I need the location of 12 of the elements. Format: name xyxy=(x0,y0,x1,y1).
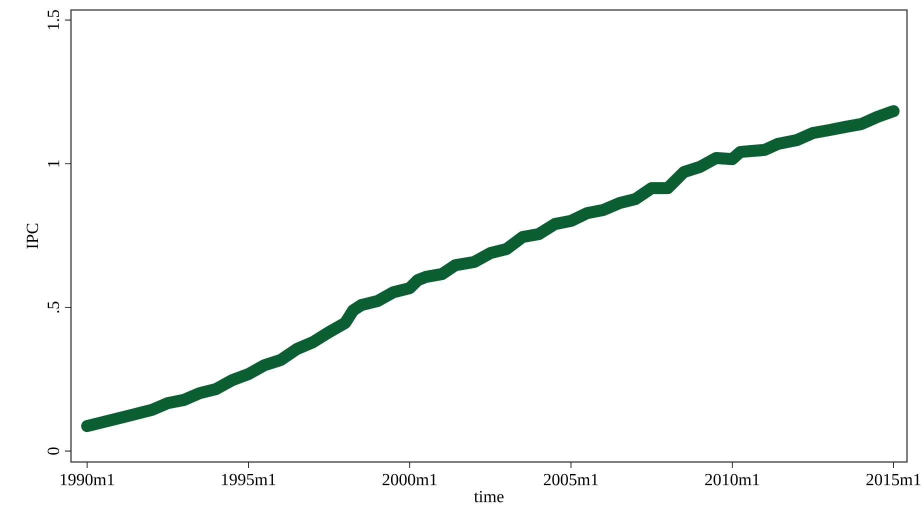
x-tick-label: 1990m1 xyxy=(60,474,114,486)
x-tick-label: 2015m1 xyxy=(866,474,920,486)
y-tick-label: 0 xyxy=(48,447,60,455)
y-tick-label: 1.5 xyxy=(48,10,60,30)
x-tick-label: 2000m1 xyxy=(382,474,437,486)
y-tick-label: .5 xyxy=(48,302,60,313)
x-tick-label: 2010m1 xyxy=(705,474,760,486)
x-axis-title: time xyxy=(474,490,504,502)
y-axis-title: IPC xyxy=(26,224,38,249)
x-tick-label: 1995m1 xyxy=(222,474,276,486)
x-tick-label: 2005m1 xyxy=(544,474,598,486)
y-tick-label: 1 xyxy=(48,160,60,166)
